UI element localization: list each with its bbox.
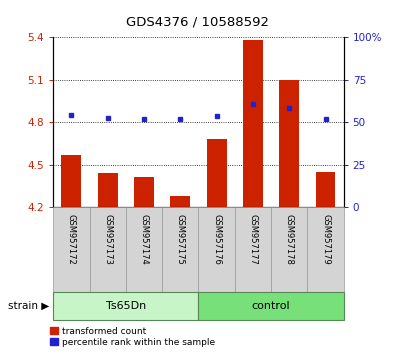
Text: GSM957174: GSM957174 (139, 214, 149, 265)
Text: GSM957175: GSM957175 (176, 214, 185, 265)
Bar (126, 207, 162, 292)
Text: control: control (252, 301, 290, 311)
Text: Ts65Dn: Ts65Dn (106, 301, 146, 311)
Bar (279, 80, 299, 207)
Bar (199, 292, 344, 320)
Text: GSM957178: GSM957178 (285, 214, 294, 265)
Bar (98, 173, 118, 207)
Bar (271, 207, 307, 292)
Legend: transformed count, percentile rank within the sample: transformed count, percentile rank withi… (50, 327, 215, 347)
Bar (316, 172, 335, 207)
Text: strain ▶: strain ▶ (8, 301, 49, 311)
Bar (199, 207, 235, 292)
Bar (53, 207, 90, 292)
Text: GSM957173: GSM957173 (103, 214, 112, 265)
Text: GDS4376 / 10588592: GDS4376 / 10588592 (126, 16, 269, 29)
Text: GSM957176: GSM957176 (212, 214, 221, 265)
Text: GSM957172: GSM957172 (67, 214, 76, 265)
Bar (235, 207, 271, 292)
Text: GSM957177: GSM957177 (248, 214, 258, 265)
Bar (90, 207, 126, 292)
Bar (62, 155, 81, 207)
Text: GSM957179: GSM957179 (321, 214, 330, 265)
Bar (243, 40, 263, 207)
Bar (134, 177, 154, 207)
Bar (207, 139, 227, 207)
Bar (53, 292, 199, 320)
Bar (162, 207, 198, 292)
Bar (170, 196, 190, 207)
Bar (307, 207, 344, 292)
